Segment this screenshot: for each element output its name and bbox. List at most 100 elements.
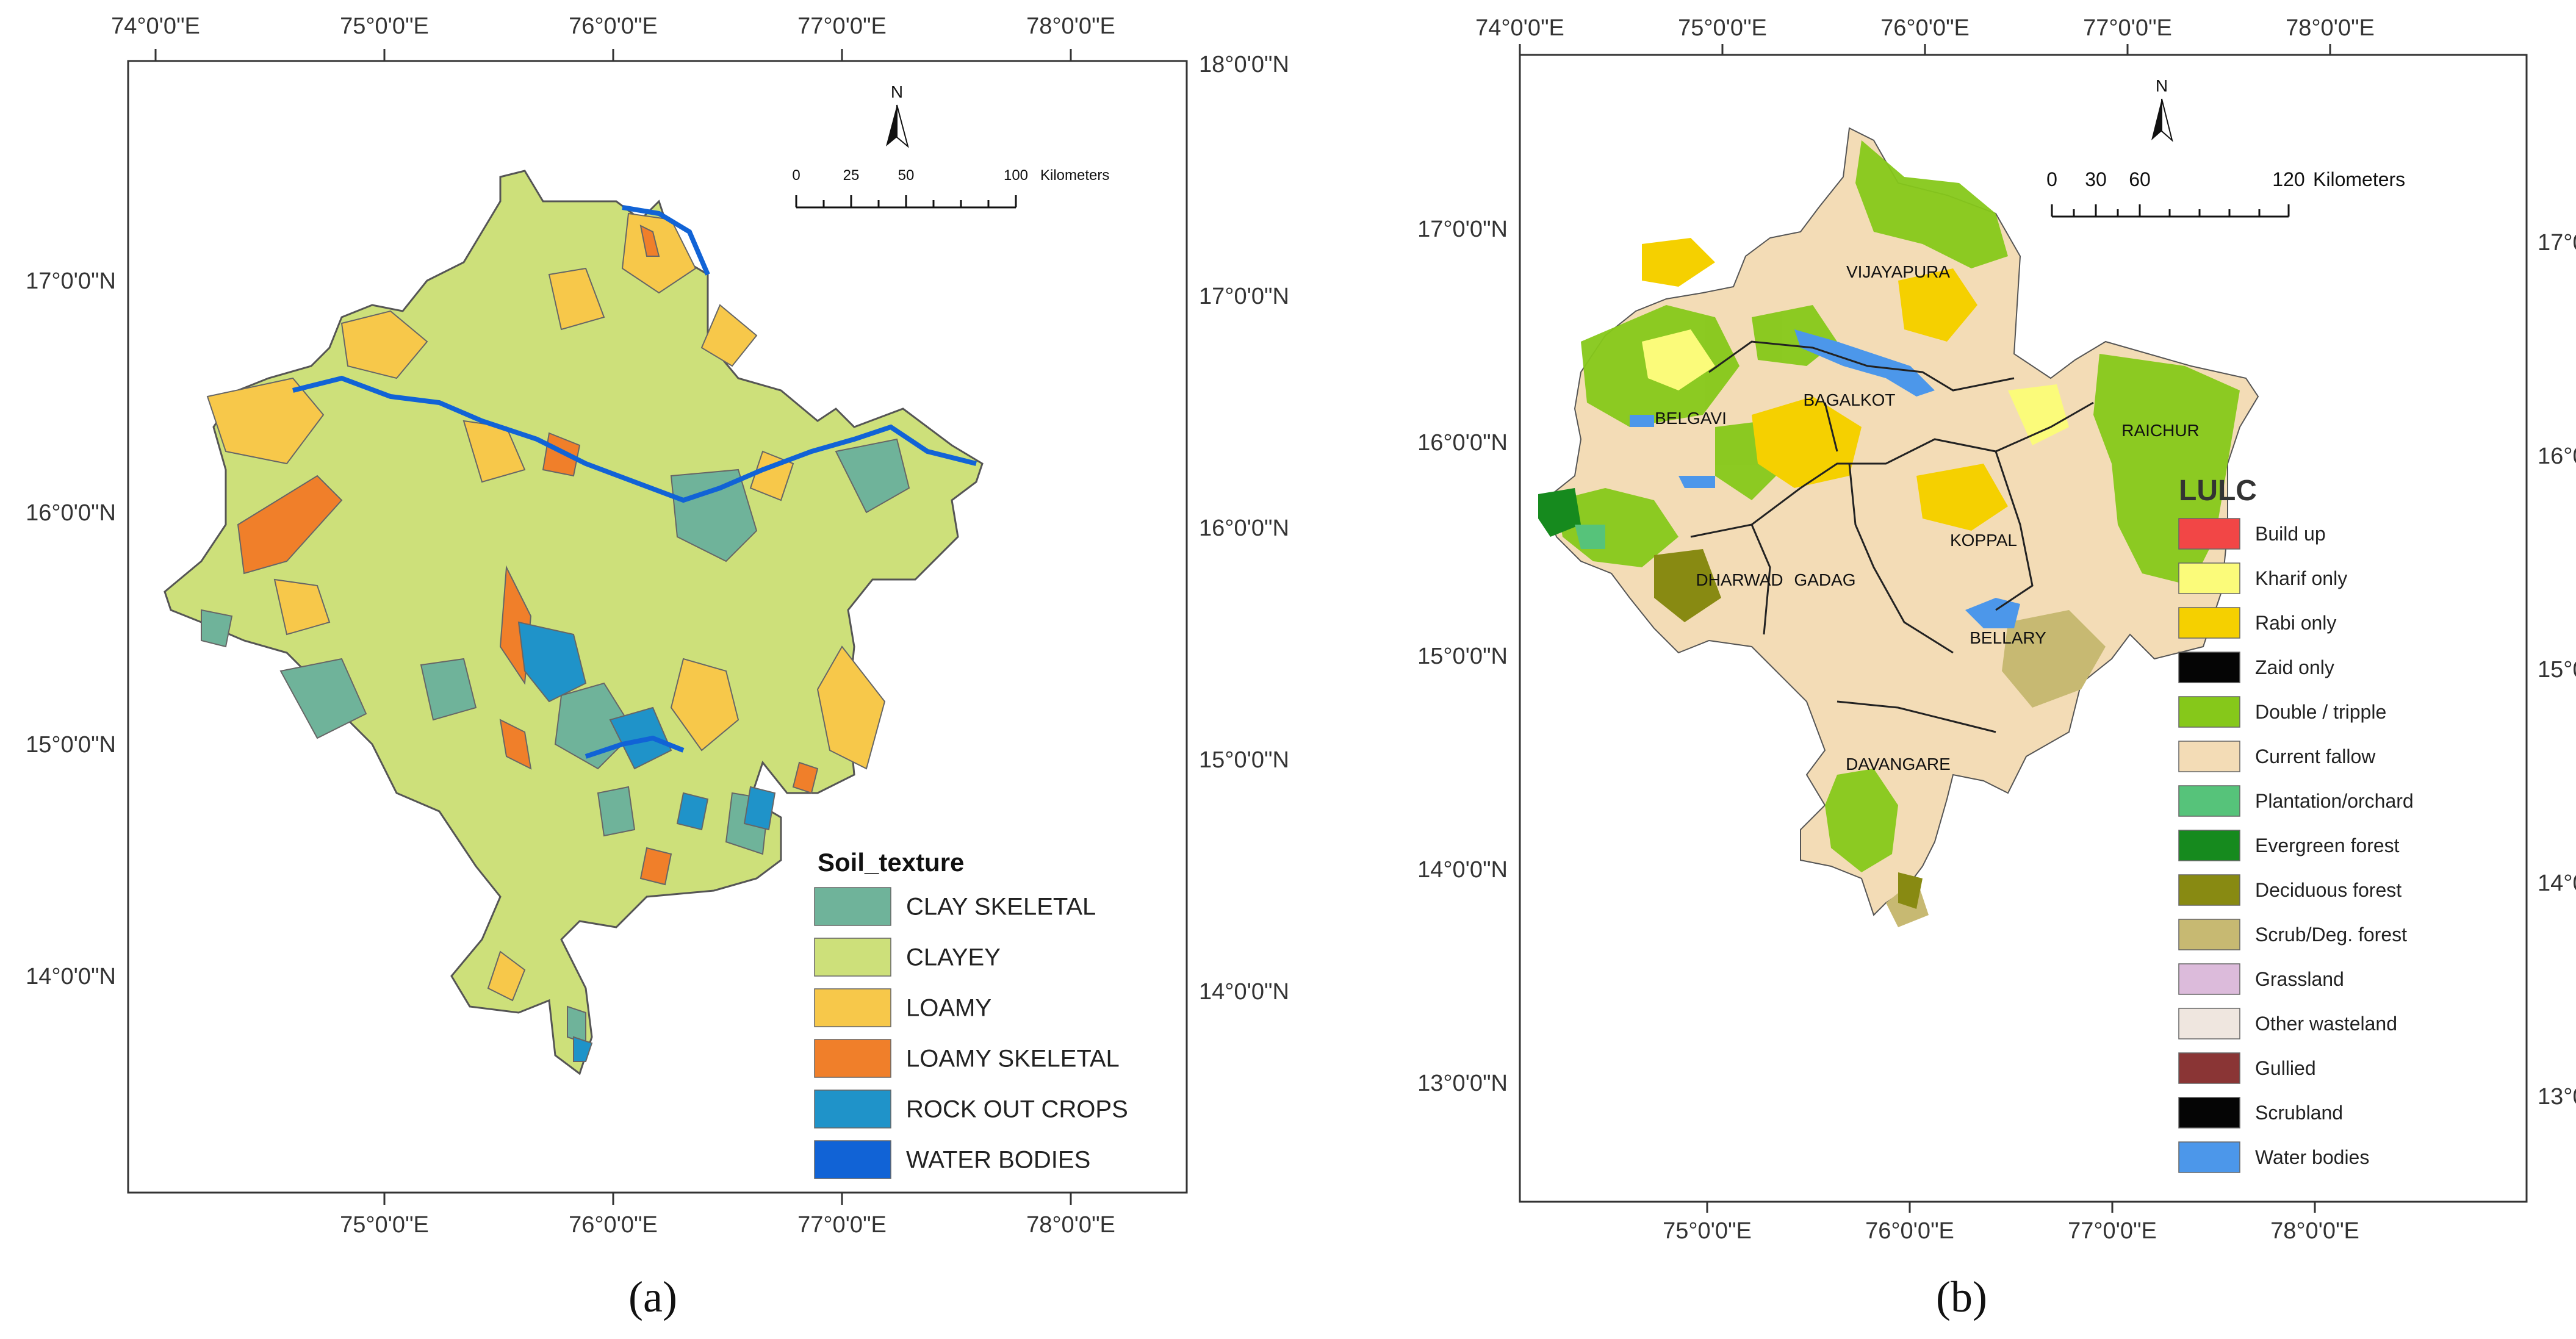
legend-label: Deciduous forest [2255,879,2402,901]
lat-label-left: 15°0'0"N [26,732,116,758]
district-boundaries [1690,340,2094,733]
legend-label: Plantation/orchard [2255,790,2414,812]
legend-label: ROCK OUT CROPS [906,1096,1128,1123]
north-arrow-letter: N [891,82,903,101]
svg-text:60: 60 [2129,168,2151,190]
lon-label-bottom: 78°0'0"E [1026,1212,1115,1238]
lulc-region: VIJAYAPURA BAGALKOT BELGAVI RAICHUR KOPP… [1538,127,2259,927]
soil-region [164,170,984,1075]
legend-label: Rabi only [2255,612,2336,634]
lon-label-top: 76°0'0"E [1880,15,1970,41]
svg-text:25: 25 [843,167,860,184]
lon-label-bottom: 77°0'0"E [797,1212,887,1238]
rock-out-crop-patches [517,621,776,1062]
rivers [292,205,977,759]
district-label: DAVANGARE [1846,755,1951,774]
legend-label: Scrub/Deg. forest [2255,924,2407,946]
lat-label-left: 16°0'0"N [26,500,116,526]
legend-label: Build up [2255,523,2326,545]
legend-swatch [2178,1008,2240,1039]
legend-label: Zaid only [2255,656,2334,678]
north-arrow-letter: N [2156,76,2168,95]
lon-label-top: 78°0'0"E [1026,13,1115,39]
legend-swatch [2178,1097,2240,1129]
legend-swatch [2178,607,2240,639]
scale-bar: 0 25 50 100 Kilometers [792,167,1109,209]
lulc-legend: LULC Build up Kharif only Rabi only Zaid on… [2178,475,2414,1173]
svg-text:0: 0 [2046,168,2057,190]
legend-swatch [2178,785,2240,817]
legend-label: CLAYEY [906,944,1001,971]
district-label: KOPPAL [1950,531,2017,550]
legend-label: Water bodies [2255,1146,2369,1168]
scale-bar: 0 30 60 120 Kilometers [2046,168,2405,218]
legend-title: Soil_texture [818,848,964,877]
svg-text:0: 0 [792,167,800,184]
legend-label: LOAMY SKELETAL [906,1046,1120,1072]
deciduous-forest-areas [1654,549,1923,909]
panel-a-caption: (a) [628,1273,677,1321]
soil-texture-map: 74°0'0"E 75°0'0"E 76°0'0"E 77°0'0"E 78°0… [26,13,1289,1238]
lon-label-top: 77°0'0"E [797,13,887,39]
lulc-map: 74°0'0"E 75°0'0"E 76°0'0"E 77°0'0"E 78°0… [1417,15,2576,1244]
soil-texture-legend: Soil_texture CLAY SKELETAL CLAYEY LOAMY LOA… [814,848,1128,1179]
svg-text:Kilometers: Kilometers [2313,168,2405,190]
region-outline [164,170,984,1075]
svg-text:120: 120 [2272,168,2304,190]
legend-swatch [814,1039,891,1078]
district-label: DHARWAD [1696,570,1783,589]
loamy-skeletal-patches [237,224,819,886]
panel-b-caption: (b) [1936,1273,1987,1321]
legend-swatch [2178,830,2240,861]
north-arrow: N [2151,76,2173,142]
svg-text:50: 50 [898,167,915,184]
lat-label-left: 13°0'0"N [1417,1071,1508,1096]
lon-label-top: 75°0'0"E [1678,15,1767,41]
lon-label-bottom: 76°0'0"E [1865,1218,1954,1244]
legend-swatch [2178,518,2240,550]
lat-label-right: 16°0'0"N [2538,443,2576,469]
clay-skeletal-patches [201,438,910,1044]
legend-label: CLAY SKELETAL [906,894,1096,921]
legend-swatch [2178,963,2240,995]
legend-swatch [814,1140,891,1179]
lat-label-left: 17°0'0"N [1417,217,1508,242]
lon-label-top: 78°0'0"E [2286,15,2375,41]
lat-label-right: 17°0'0"N [1199,284,1288,309]
legend-swatch [2178,741,2240,772]
legend-label: Grassland [2255,968,2344,990]
lat-label-left: 14°0'0"N [26,964,116,989]
svg-text:100: 100 [1004,167,1028,184]
region-outline [1543,127,2259,916]
district-label: RAICHUR [2121,421,2200,440]
lon-label-bottom: 76°0'0"E [569,1212,658,1238]
water-body-areas [1630,329,2020,628]
legend-label: Gullied [2255,1057,2316,1079]
legend-label: Other wasteland [2255,1013,2397,1035]
legend-label: Evergreen forest [2255,835,2400,856]
district-label: BELLARY [1970,628,2046,647]
lon-label-bottom: 77°0'0"E [2068,1218,2157,1244]
lon-label-bottom: 75°0'0"E [1663,1218,1752,1244]
legend-label: Double / tripple [2255,701,2386,723]
svg-text:Kilometers: Kilometers [1040,167,1109,184]
legend-swatch [2178,919,2240,950]
district-label: VIJAYAPURA [1846,262,1950,281]
lat-label-right: 14°0'0"N [2538,871,2576,896]
legend-swatch [814,887,891,926]
district-label: BAGALKOT [1804,390,1896,409]
legend-swatch [814,938,891,977]
kharif-only-areas [1642,329,2069,445]
lat-label-right: 13°0'0"N [2538,1084,2576,1110]
district-label: GADAG [1794,570,1855,589]
lon-label-bottom: 78°0'0"E [2270,1218,2359,1244]
legend-swatch [814,1090,891,1129]
lat-label-right: 15°0'0"N [1199,747,1288,773]
legend-label: WATER BODIES [906,1147,1090,1174]
district-label: BELGAVI [1655,409,1727,428]
lat-label-left: 14°0'0"N [1417,857,1508,883]
evergreen-forest-areas [1538,488,1581,537]
legend-swatch [2178,696,2240,728]
legend-swatch [2178,1052,2240,1084]
lon-label-bottom: 75°0'0"E [340,1212,429,1238]
